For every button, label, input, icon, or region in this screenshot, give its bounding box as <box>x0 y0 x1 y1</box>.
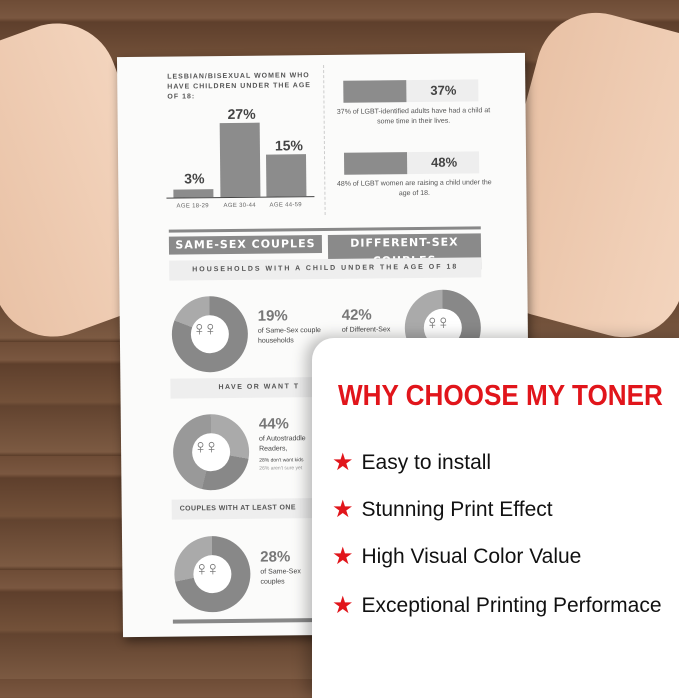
feature-label: High Visual Color Value <box>361 544 582 568</box>
feature-item: ★ Exceptional Printing Performace <box>332 591 662 620</box>
feature-item: ★ High Visual Color Value <box>332 542 581 571</box>
hbar-caption: 48% of LGBT women are raising a child un… <box>336 179 492 198</box>
stat-value: 19% <box>257 307 288 325</box>
households-band: HOUSEHOLDS WITH A CHILD UNDER THE AGE OF… <box>169 257 482 281</box>
feature-label: Easy to install <box>361 450 492 474</box>
card-title: WHY CHOOSE MY TONER <box>338 380 663 412</box>
bar-label: AGE 30-44 <box>223 202 256 210</box>
bar-30-44 <box>219 122 261 198</box>
female-couple-icon: ♀♀ <box>424 311 447 334</box>
stat-text: of Different-Sex <box>341 326 391 334</box>
donut-44: ♀♀ <box>172 413 250 491</box>
bar-label: AGE 18-29 <box>176 203 209 210</box>
hbar-37: 37% <box>343 79 479 103</box>
bar-chart-title: LESBIAN/BISEXUAL WOMEN WHO HAVE CHILDREN… <box>167 72 312 101</box>
rule <box>168 226 481 233</box>
feature-item: ★ Stunning Print Effect <box>332 495 553 524</box>
bar-axis <box>166 196 315 199</box>
female-couple-icon: ♀♀ <box>191 318 214 341</box>
bar-44-59 <box>266 154 307 197</box>
donut-28: ♀♀ <box>173 535 251 613</box>
hbar-48: 48% <box>343 151 480 175</box>
bar-value: 3% <box>184 170 205 187</box>
star-icon: ★ <box>332 592 354 619</box>
bar-value: 27% <box>227 105 256 122</box>
stat-text: of Same-Sex couples <box>260 568 301 586</box>
hbar-value: 37% <box>430 82 457 98</box>
have-or-want-label: HAVE OR WANT T <box>218 383 300 392</box>
feature-label: Stunning Print Effect <box>361 497 553 521</box>
couples-label: COUPLES WITH AT LEAST ONE <box>179 504 296 513</box>
female-couple-icon: ♀♀ <box>194 558 217 581</box>
star-icon: ★ <box>332 496 354 523</box>
hbar-caption: 37% of LGBT-identified adults have had a… <box>336 107 491 126</box>
female-couple-icon: ♀♀ <box>192 436 216 459</box>
star-icon: ★ <box>332 449 354 476</box>
features-card: WHY CHOOSE MY TONER ★ Easy to install ★ St… <box>312 338 679 698</box>
stat-value: 44% <box>258 415 289 433</box>
bar-label: AGE 44-59 <box>269 202 302 209</box>
stat-value: 42% <box>341 306 372 324</box>
donut-19: ♀♀ <box>171 295 249 373</box>
hbar-value: 48% <box>430 154 458 170</box>
divider <box>323 64 326 215</box>
star-icon: ★ <box>332 543 354 570</box>
bar-value: 15% <box>274 137 304 154</box>
feature-label: Exceptional Printing Performace <box>361 593 662 617</box>
stat-value: 28% <box>260 548 291 566</box>
same-sex-header: SAME-SEX COUPLES <box>168 235 323 255</box>
feature-item: ★ Easy to install <box>332 448 491 477</box>
